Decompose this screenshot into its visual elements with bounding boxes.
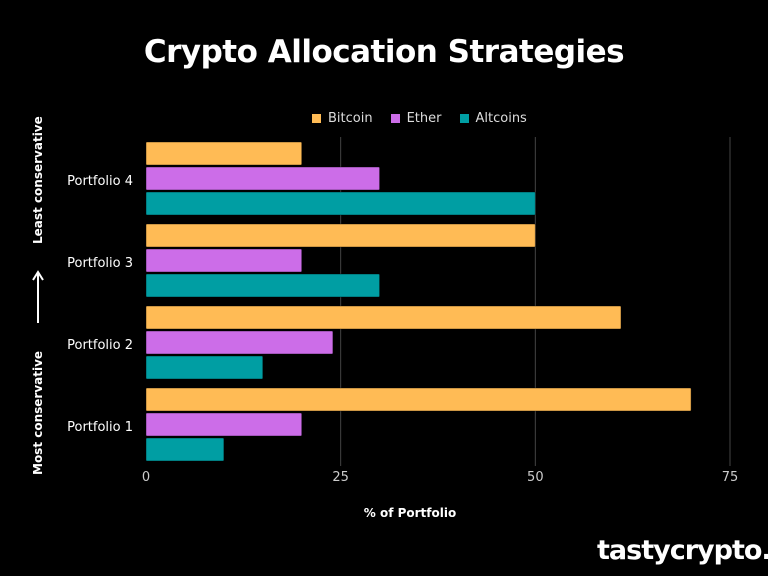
legend-swatch [390, 114, 400, 123]
category-label: Portfolio 4 [67, 174, 133, 189]
legend-label: Bitcoin [328, 111, 373, 126]
logo-text-2: crypto. [669, 535, 768, 566]
bar-bitcoin [145, 387, 692, 412]
category-label: Portfolio 2 [67, 338, 133, 353]
x-tick-label: 50 [527, 470, 544, 485]
legend-item-ether: Ether [390, 111, 442, 126]
bar-bitcoin [145, 141, 303, 166]
legend-item-altcoins: Altcoins [459, 111, 527, 126]
bar-altcoins [145, 437, 225, 462]
legend-item-bitcoin: Bitcoin [312, 111, 373, 126]
bar-ether [145, 248, 303, 273]
bar-altcoins [145, 273, 381, 298]
legend-label: Ether [406, 111, 442, 126]
bar-bitcoin [145, 223, 536, 248]
x-tick-label: 0 [142, 470, 150, 485]
logo-text-1: tasty [597, 535, 671, 566]
x-tick-label: 25 [332, 470, 349, 485]
legend: Bitcoin Ether Altcoins [312, 111, 527, 126]
category-label: Portfolio 3 [67, 256, 133, 271]
category-label: Portfolio 1 [67, 420, 133, 435]
chart-title: Crypto Allocation Strategies [143, 34, 625, 70]
bar-altcoins [145, 191, 536, 216]
bar-ether [145, 166, 381, 191]
x-tick-label: 75 [722, 470, 739, 485]
most-conservative-label: Most conservative [31, 350, 45, 475]
bar-altcoins [145, 355, 264, 380]
legend-swatch [459, 114, 469, 123]
legend-swatch [312, 114, 321, 123]
bar-ether [145, 330, 334, 355]
legend-label: Altcoins [475, 111, 527, 126]
least-conservative-label: Least conservative [31, 116, 45, 244]
bar-ether [145, 412, 303, 437]
bar-bitcoin [145, 305, 622, 330]
logo: tastycrypto. [597, 535, 768, 566]
x-axis-title: % of Portfolio [363, 506, 457, 520]
